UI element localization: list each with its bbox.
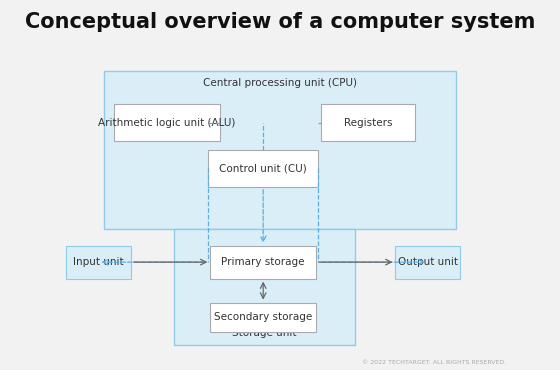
FancyBboxPatch shape (208, 150, 319, 187)
Text: Registers: Registers (343, 118, 392, 128)
FancyBboxPatch shape (210, 246, 316, 279)
Text: Primary storage: Primary storage (221, 257, 305, 267)
FancyBboxPatch shape (105, 71, 455, 229)
Text: Central processing unit (CPU): Central processing unit (CPU) (203, 78, 357, 88)
Text: © 2022 TECHTARGET. ALL RIGHTS RESERVED.: © 2022 TECHTARGET. ALL RIGHTS RESERVED. (362, 360, 506, 365)
Text: Input unit: Input unit (73, 257, 124, 267)
Text: Storage unit: Storage unit (232, 328, 297, 338)
FancyBboxPatch shape (66, 246, 131, 279)
Text: Output unit: Output unit (398, 257, 458, 267)
FancyBboxPatch shape (321, 104, 414, 141)
Text: Arithmetic logic unit (ALU): Arithmetic logic unit (ALU) (99, 118, 236, 128)
Text: Secondary storage: Secondary storage (214, 312, 312, 322)
FancyBboxPatch shape (395, 246, 460, 279)
FancyBboxPatch shape (210, 303, 316, 332)
FancyBboxPatch shape (174, 229, 354, 345)
FancyBboxPatch shape (114, 104, 220, 141)
Text: Conceptual overview of a computer system: Conceptual overview of a computer system (25, 13, 535, 33)
Text: Control unit (CU): Control unit (CU) (220, 164, 307, 174)
